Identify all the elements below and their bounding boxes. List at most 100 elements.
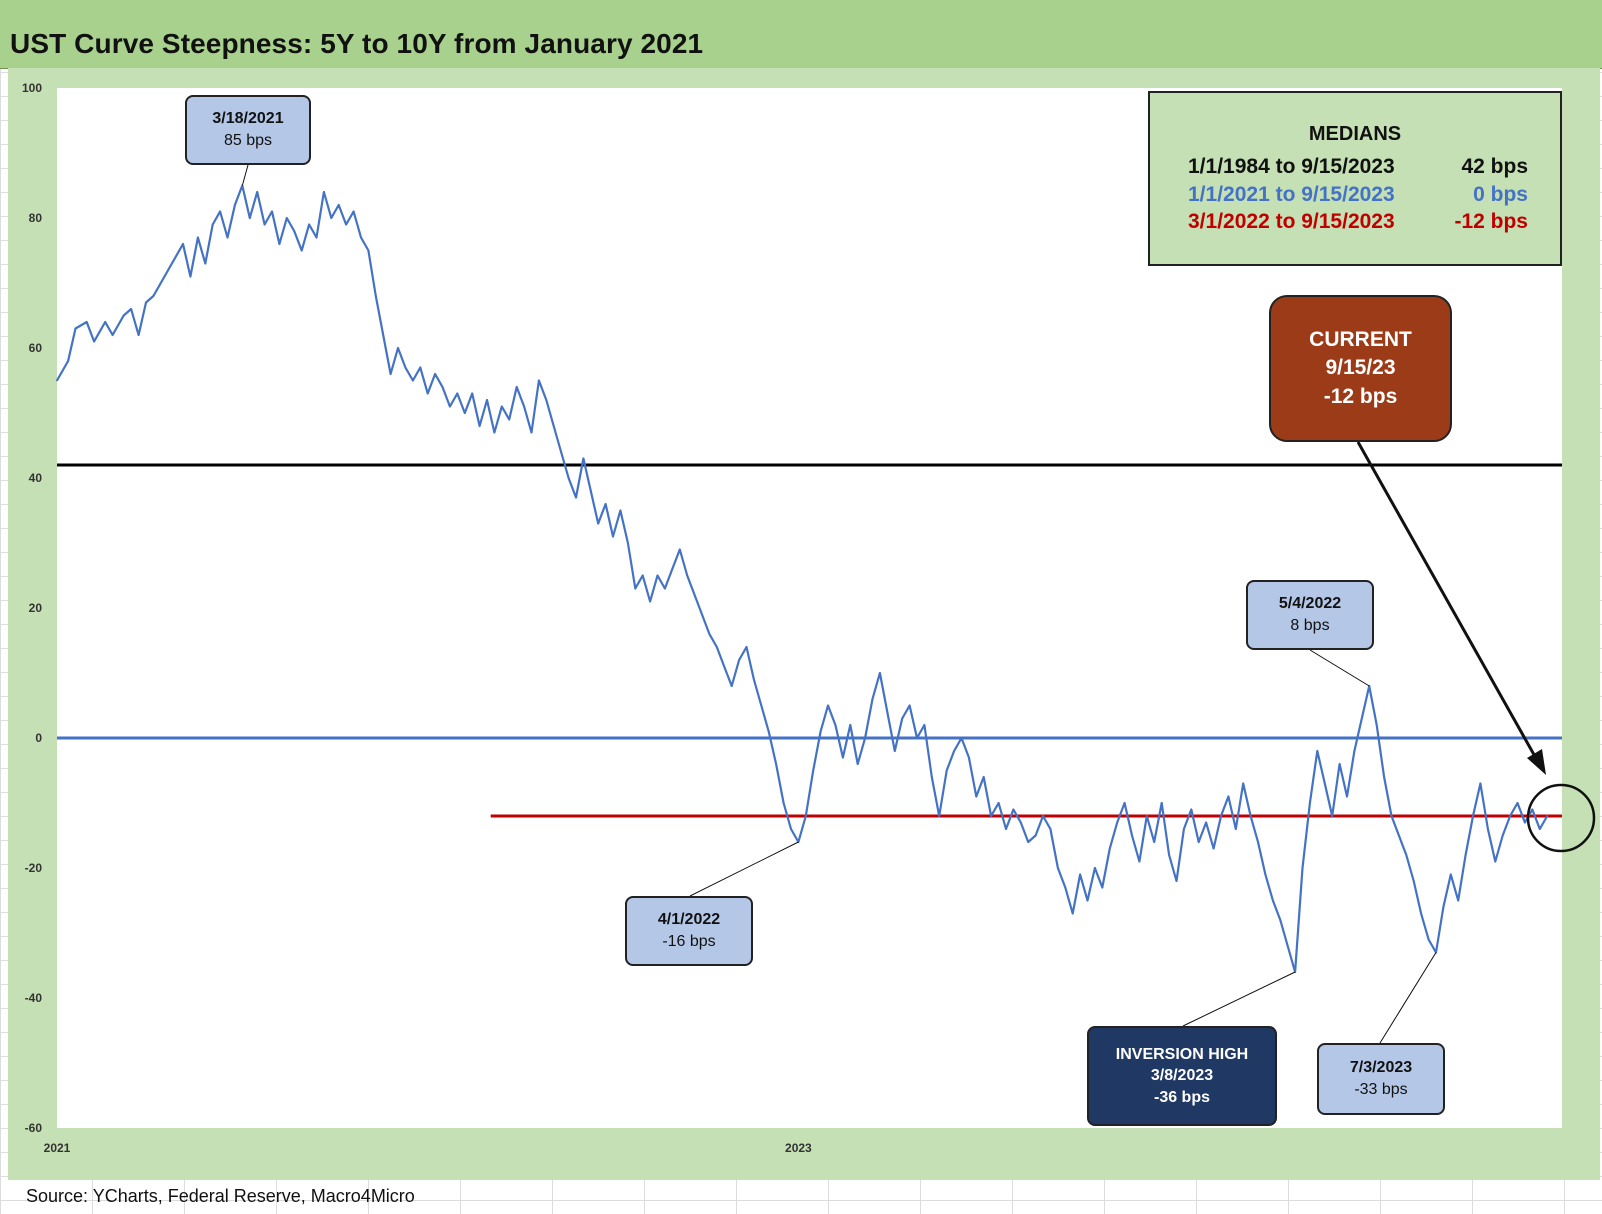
data-point	[1509, 815, 1512, 817]
data-point	[345, 223, 348, 226]
data-point	[1390, 815, 1393, 817]
data-point	[1457, 899, 1460, 902]
data-point	[767, 730, 770, 733]
median-value-1984: 42 bps	[1461, 155, 1528, 178]
data-point	[308, 223, 310, 226]
data-point	[560, 451, 563, 453]
y-tick-label: 100	[22, 81, 42, 95]
data-point	[234, 204, 236, 206]
data-point	[1056, 867, 1059, 869]
data-point	[1094, 867, 1096, 869]
data-point	[322, 191, 325, 193]
data-point	[871, 698, 874, 700]
data-point	[827, 704, 829, 707]
data-point	[930, 776, 933, 778]
callout-current-value: -12 bps	[1323, 384, 1398, 408]
data-point	[404, 366, 407, 369]
data-point	[604, 503, 607, 505]
data-point	[1472, 815, 1474, 817]
data-point	[1242, 782, 1245, 785]
data-point	[1175, 880, 1178, 882]
median-lines	[57, 463, 1562, 818]
data-point	[1257, 841, 1259, 843]
data-point	[612, 535, 614, 538]
data-point	[745, 646, 748, 648]
callout-inversion-date: 3/8/2023	[1150, 1067, 1214, 1085]
data-point	[285, 217, 288, 219]
data-point	[130, 308, 133, 310]
data-point	[1116, 821, 1119, 824]
data-point	[182, 243, 184, 245]
data-point	[782, 802, 785, 804]
data-point	[1323, 782, 1326, 785]
data-point	[945, 769, 948, 772]
median-label-2021: 1/1/2021 to 9/15/2023	[1188, 183, 1395, 206]
data-point	[1123, 802, 1126, 804]
data-point	[1205, 821, 1208, 824]
data-point	[211, 223, 214, 226]
data-point	[678, 548, 681, 551]
data-point	[204, 262, 207, 265]
data-point	[575, 496, 577, 499]
data-point	[916, 737, 918, 739]
data-point	[886, 711, 889, 713]
data-point	[752, 678, 755, 681]
data-point	[841, 756, 844, 759]
data-point	[626, 542, 629, 544]
data-point	[111, 334, 114, 336]
data-point	[74, 327, 77, 330]
data-point	[293, 230, 296, 232]
data-point	[456, 392, 459, 395]
data-point	[1546, 815, 1549, 817]
data-point	[790, 828, 792, 830]
leader-jul-2023	[1379, 952, 1437, 1044]
callout-inversion-value: -36 bps	[1153, 1088, 1210, 1106]
x-axis-ticks: 2021 2023	[44, 1141, 812, 1155]
data-point	[67, 360, 70, 362]
data-point	[1286, 945, 1289, 947]
data-point	[1005, 828, 1007, 830]
data-point	[1108, 847, 1111, 850]
data-point	[819, 730, 822, 733]
current-highlight-circle	[1526, 783, 1596, 853]
data-point	[1182, 828, 1185, 830]
data-point	[619, 509, 622, 512]
data-point	[893, 750, 896, 752]
median-label-1984: 1/1/1984 to 9/15/2023	[1188, 155, 1395, 178]
data-point	[1464, 854, 1467, 856]
data-point	[389, 373, 392, 375]
chart-title: UST Curve Steepness: 5Y to 10Y from Janu…	[10, 28, 704, 59]
y-tick-label: -40	[25, 991, 43, 1005]
data-point	[701, 613, 703, 616]
current-arrowhead	[1527, 749, 1546, 775]
data-point	[1249, 815, 1252, 817]
data-point	[441, 386, 444, 388]
callout-current-date: 9/15/23	[1325, 356, 1396, 380]
data-point	[1360, 717, 1363, 720]
data-point	[908, 704, 911, 707]
data-point	[990, 815, 993, 817]
data-point	[1071, 912, 1074, 915]
data-point	[582, 457, 585, 460]
data-point	[1220, 815, 1222, 817]
data-point	[449, 405, 451, 408]
data-point	[849, 724, 852, 726]
data-point	[315, 236, 318, 239]
data-point	[1449, 873, 1452, 876]
data-point	[1420, 912, 1423, 915]
data-point	[1042, 815, 1044, 817]
data-point	[1234, 828, 1237, 830]
data-point	[352, 210, 355, 213]
data-point	[1316, 750, 1319, 752]
y-tick-label: 20	[29, 601, 43, 615]
data-point	[104, 321, 107, 323]
medians-box: MEDIANS 1/1/1984 to 9/15/2023 42 bps 1/1…	[1148, 91, 1562, 266]
data-point	[271, 210, 273, 213]
y-tick-label: -60	[25, 1121, 43, 1135]
data-point	[1397, 834, 1400, 837]
callout-leaders	[241, 164, 1596, 1044]
data-point	[775, 763, 778, 765]
data-point	[56, 379, 58, 382]
data-point	[330, 217, 333, 219]
